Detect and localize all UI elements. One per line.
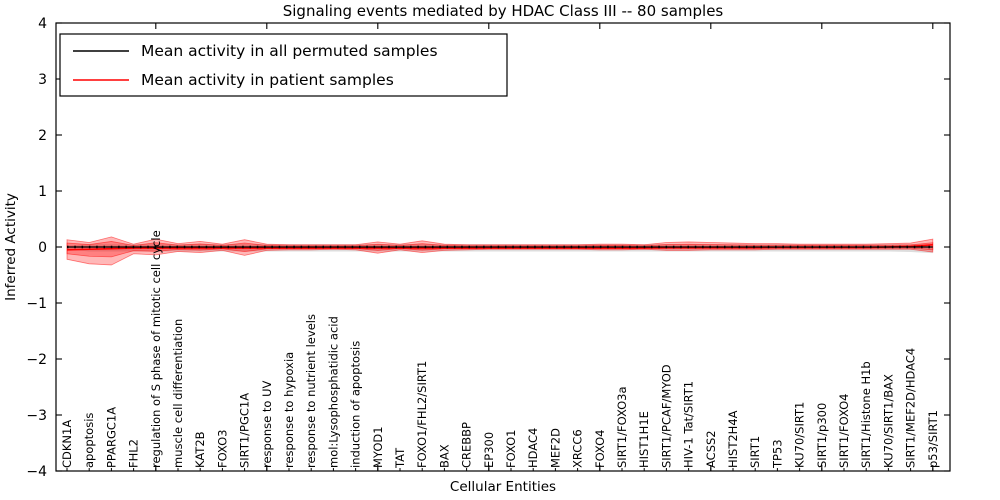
entity-label: PPARGC1A xyxy=(104,407,118,468)
entity-label: BAX xyxy=(437,444,451,468)
entity-label: FOXO3 xyxy=(215,430,229,468)
entity-label: HIV-1 Tat/SIRT1 xyxy=(682,381,696,468)
entity-label: apoptosis xyxy=(82,413,96,468)
entity-label: CREBBP xyxy=(460,422,474,468)
entity-label: SIRT1/p300 xyxy=(815,403,829,468)
y-tick-label: −1 xyxy=(26,296,47,312)
entity-label: SIRT1/FOXO4 xyxy=(837,393,851,468)
entity-label: response to hypoxia xyxy=(282,352,296,468)
entity-label: KAT2B xyxy=(193,431,207,468)
y-tick-label: 4 xyxy=(38,16,47,32)
entity-label: HDAC4 xyxy=(526,428,540,468)
y-tick-label: 0 xyxy=(38,240,47,256)
entity-label: SIRT1/PCAF/MYOD xyxy=(659,364,673,468)
entity-label: p53/SIRT1 xyxy=(926,410,940,468)
entity-label: EP300 xyxy=(482,432,496,468)
entity-label: SIRT1/FOXO3a xyxy=(615,386,629,468)
entity-label: XRCC6 xyxy=(571,429,585,468)
entity-label: SIRT1/Histone H1b xyxy=(859,361,873,468)
shaded-bands-layer xyxy=(66,236,934,266)
entity-label: MYOD1 xyxy=(371,426,385,468)
entity-label: FOXO4 xyxy=(593,430,607,468)
axis-ticks-layer xyxy=(56,22,950,472)
entity-label: FOXO1 xyxy=(504,430,518,468)
entity-label: HIST1H1E xyxy=(637,411,651,468)
y-tick-label: 2 xyxy=(38,128,47,144)
entity-label: induction of apoptosis xyxy=(349,341,363,468)
entity-label: FHL2 xyxy=(127,439,141,468)
entity-label: CDKN1A xyxy=(60,420,74,468)
entity-label: KU70/SIRT1/BAX xyxy=(881,374,895,468)
legend-label-permuted: Mean activity in all permuted samples xyxy=(141,42,438,60)
entity-label: regulation of S phase of mitotic cell cy… xyxy=(149,230,163,468)
entity-label: KU70/SIRT1 xyxy=(793,402,807,468)
x-axis-label: Cellular Entities xyxy=(450,479,556,495)
y-tick-label: −3 xyxy=(26,408,47,424)
y-axis-label: Inferred Activity xyxy=(3,193,19,301)
entity-label: MEF2D xyxy=(548,428,562,468)
entity-label: response to nutrient levels xyxy=(304,314,318,468)
entity-label: ACSS2 xyxy=(704,430,718,468)
legend: Mean activity in all permuted samples Me… xyxy=(59,33,508,97)
entity-label: muscle cell differentiation xyxy=(171,319,185,468)
entity-label: mol:Lysophosphatidic acid xyxy=(326,316,340,468)
entity-label: HIST2H4A xyxy=(726,410,740,468)
entity-label: SIRT1/MEF2D/HDAC4 xyxy=(904,348,918,468)
legend-box xyxy=(59,33,508,97)
entity-label: TAT xyxy=(393,447,407,469)
entity-label: response to UV xyxy=(260,380,274,468)
series-lines-layer xyxy=(66,243,933,251)
y-tick-label: 3 xyxy=(38,72,47,88)
entity-label: FOXO1/FHL2/SIRT1 xyxy=(415,361,429,468)
x-entity-labels: CDKN1A apoptosis PPARGC1A FHL2 regulation of… xyxy=(60,230,940,469)
entity-label: SIRT1/PGC1A xyxy=(238,393,252,468)
y-tick-label: −2 xyxy=(26,352,47,368)
entity-label: SIRT1 xyxy=(748,436,762,468)
y-tick-labels: 4 3 2 1 0 −1 −2 −3 −4 xyxy=(26,16,47,480)
y-tick-label: 1 xyxy=(38,184,47,200)
entity-label: TP53 xyxy=(770,439,784,469)
chart-title: Signaling events mediated by HDAC Class … xyxy=(283,2,724,20)
patient-std-band xyxy=(66,236,934,266)
y-tick-label: −4 xyxy=(26,464,47,480)
legend-label-patient: Mean activity in patient samples xyxy=(141,71,394,89)
